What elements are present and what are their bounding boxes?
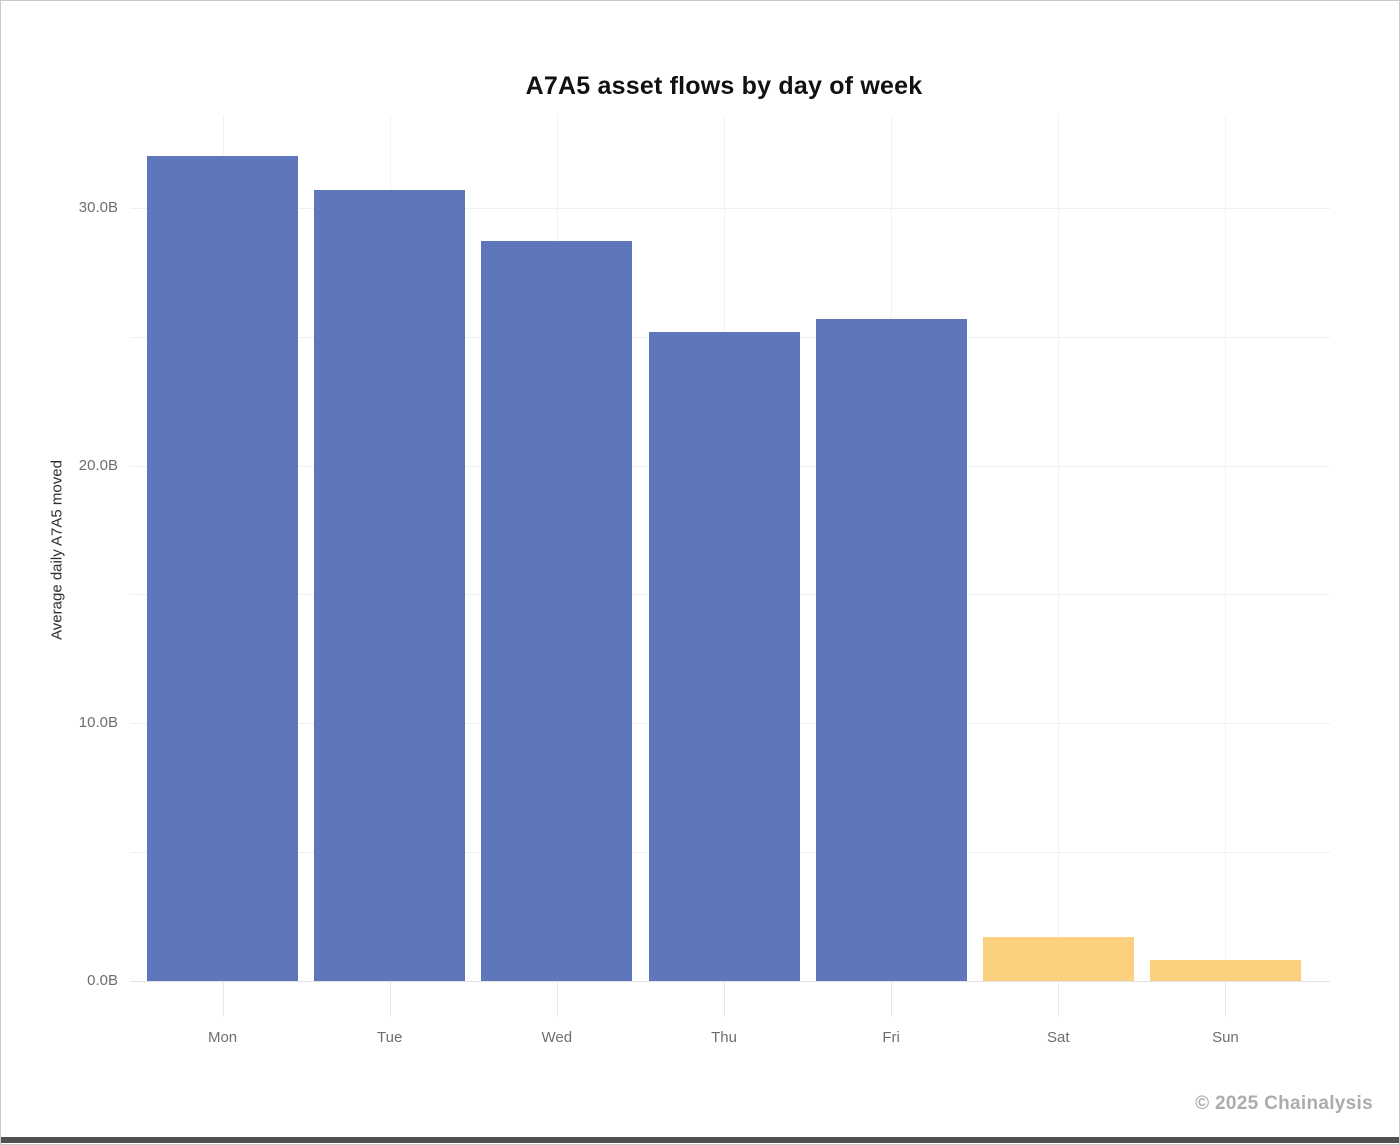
bar-fri bbox=[815, 318, 967, 981]
copyright-credit: © 2025 Chainalysis bbox=[1195, 1093, 1373, 1114]
x-tick-label-wed: Wed bbox=[541, 1029, 573, 1046]
x-gridline bbox=[1058, 115, 1060, 981]
x-tick-label-fri: Fri bbox=[882, 1029, 900, 1046]
plot-area: Mon Tue Wed Thu Fri Sat Sun bbox=[139, 115, 1309, 1046]
bar-mon bbox=[147, 156, 299, 981]
x-tick-label-sat: Sat bbox=[1047, 1029, 1070, 1046]
x-tick-mark bbox=[891, 981, 893, 1017]
y-tick-label: 0.0B bbox=[87, 972, 118, 989]
x-tick-mark bbox=[1058, 981, 1060, 1017]
x-tick-label-mon: Mon bbox=[207, 1029, 238, 1046]
bar-tue bbox=[314, 189, 466, 981]
bar-thu bbox=[648, 331, 800, 981]
y-gridline-major bbox=[130, 981, 1330, 982]
chart-title: A7A5 asset flows by day of week bbox=[525, 72, 923, 100]
y-tick-label: 20.0B bbox=[78, 456, 118, 474]
x-tick-mark bbox=[389, 981, 391, 1017]
y-tick-label: 10.0B bbox=[78, 714, 118, 732]
bar-sat bbox=[982, 937, 1134, 981]
y-axis-title: Average daily A7A5 moved bbox=[48, 460, 66, 640]
x-tick-label-sun: Sun bbox=[1212, 1029, 1239, 1046]
x-tick-label-thu: Thu bbox=[711, 1029, 737, 1046]
y-tick-label: 30.0B bbox=[78, 198, 118, 216]
x-tick-mark bbox=[222, 981, 224, 1017]
x-tick-label-tue: Tue bbox=[377, 1029, 403, 1046]
x-tick-mark bbox=[556, 981, 558, 1017]
x-gridline bbox=[1225, 115, 1227, 981]
bar-sun bbox=[1149, 960, 1301, 981]
bar-wed bbox=[481, 241, 633, 981]
x-tick-mark bbox=[724, 981, 725, 1017]
bottom-border-strip bbox=[0, 1137, 1400, 1143]
x-tick-mark bbox=[1225, 981, 1227, 1017]
